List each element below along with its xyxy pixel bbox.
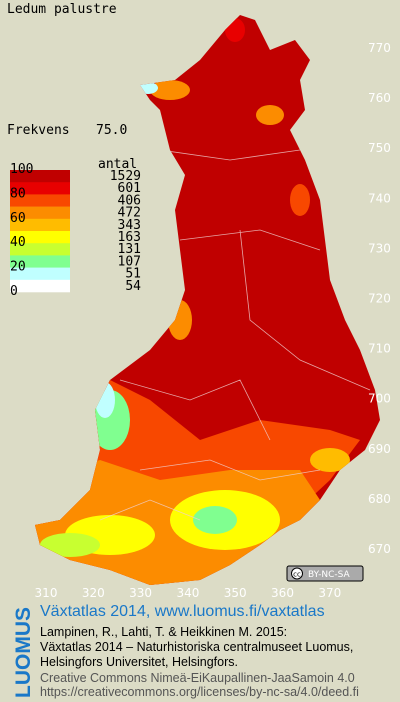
citation-line: Lampinen, R., Lahti, T. & Heikkinen M. 2… bbox=[40, 625, 287, 639]
x-coordinate-label: 360 bbox=[271, 586, 294, 600]
legend-swatch bbox=[10, 206, 70, 220]
y-coordinate-label: 740 bbox=[368, 191, 391, 205]
y-coordinate-label: 750 bbox=[368, 141, 391, 155]
y-coordinate-label: 680 bbox=[368, 492, 391, 506]
legend-count: 343 bbox=[118, 218, 141, 233]
citation-line: Växtatlas 2014 – Naturhistoriska central… bbox=[40, 640, 353, 654]
legend-swatch bbox=[10, 243, 70, 256]
x-coordinate-label: 340 bbox=[176, 586, 199, 600]
y-coordinate-label: 690 bbox=[368, 442, 391, 456]
y-coordinate-label: 760 bbox=[368, 91, 391, 105]
frequency-label: Frekvens bbox=[7, 123, 70, 138]
citation-line: Helsingfors Universitet, Helsingfors. bbox=[40, 655, 238, 669]
license-line: Creative Commons Nimeä-EiKaupallinen-Jaa… bbox=[40, 671, 355, 685]
legend-swatch bbox=[10, 182, 70, 195]
legend-swatch bbox=[10, 255, 70, 268]
legend-scale-label: 100 bbox=[10, 162, 33, 177]
legend-count: 601 bbox=[118, 181, 141, 196]
license-badge: cc BY-NC-SA bbox=[286, 565, 364, 582]
legend-scale-label: 60 bbox=[10, 211, 26, 226]
license-badge-text: BY-NC-SA bbox=[308, 570, 351, 580]
legend-count: 51 bbox=[125, 267, 141, 282]
legend-swatch bbox=[10, 231, 70, 244]
brand: LUOMUS bbox=[12, 607, 35, 698]
map bbox=[35, 15, 380, 585]
map-title: Ledum palustre bbox=[7, 2, 117, 17]
legend-count: 1529 bbox=[110, 169, 141, 184]
legend-count: 54 bbox=[125, 279, 141, 294]
legend-swatch bbox=[10, 218, 70, 232]
legend-count: 131 bbox=[118, 242, 141, 257]
license: Creative Commons Nimeä-EiKaupallinen-Jaa… bbox=[40, 671, 359, 699]
legend-scale-label: 40 bbox=[10, 235, 26, 250]
x-coordinate-label: 330 bbox=[129, 586, 152, 600]
legend-count: 107 bbox=[118, 254, 141, 269]
y-coordinate-label: 710 bbox=[368, 342, 391, 356]
legend-scale-label: 20 bbox=[10, 260, 26, 275]
frequency-value: 75.0 bbox=[96, 123, 127, 138]
y-coordinate-label: 730 bbox=[368, 241, 391, 255]
x-coordinate-label: 370 bbox=[318, 586, 341, 600]
svg-text:cc: cc bbox=[293, 571, 301, 579]
coordinate-labels: 770 760 750 740 730 720 710 700 690 680 670 310 320 3… bbox=[35, 41, 391, 600]
legend-count: 406 bbox=[118, 193, 141, 208]
legend-count: 163 bbox=[118, 230, 141, 245]
footer-heading: Växtatlas 2014, www.luomus.fi/vaxtatlas bbox=[40, 603, 325, 620]
license-line: https://creativecommons.org/licenses/by-… bbox=[40, 685, 359, 699]
y-coordinate-label: 770 bbox=[368, 41, 391, 55]
y-coordinate-label: 670 bbox=[368, 542, 391, 556]
x-coordinate-label: 310 bbox=[35, 586, 58, 600]
legend-scale-label: 80 bbox=[10, 186, 26, 201]
x-coordinate-label: 350 bbox=[224, 586, 247, 600]
citation: Lampinen, R., Lahti, T. & Heikkinen M. 2… bbox=[40, 625, 353, 669]
legend-swatch bbox=[10, 194, 70, 207]
legend-scale-label: 0 bbox=[10, 284, 18, 299]
legend-swatch bbox=[10, 279, 70, 293]
y-coordinate-label: 700 bbox=[368, 392, 391, 406]
x-coordinate-label: 320 bbox=[82, 586, 105, 600]
y-coordinate-label: 720 bbox=[368, 292, 391, 306]
legend-swatch bbox=[10, 170, 70, 183]
legend-count: 472 bbox=[118, 206, 141, 221]
legend-count-header: antal bbox=[98, 157, 137, 172]
legend-swatch bbox=[10, 267, 70, 281]
